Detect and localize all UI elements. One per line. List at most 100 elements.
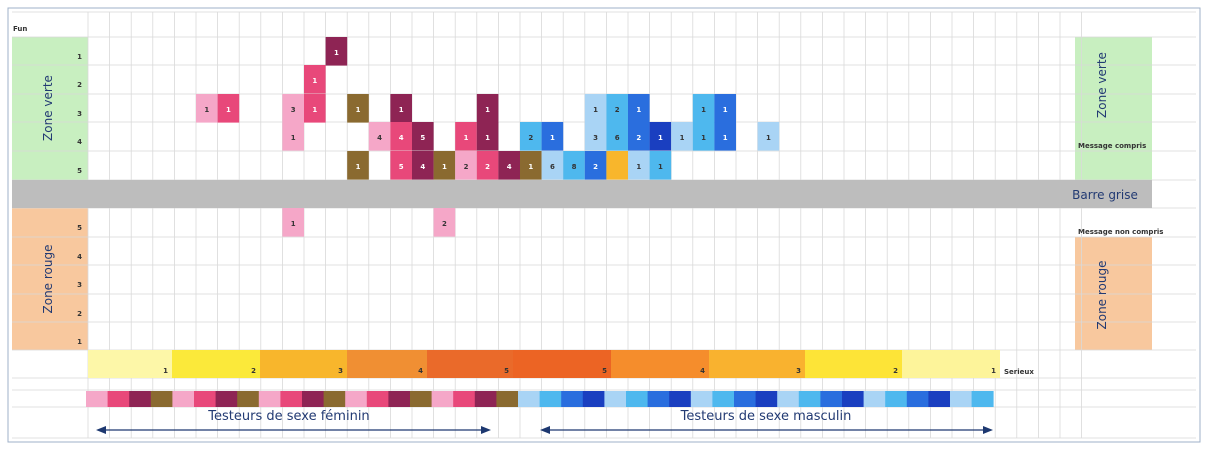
data-cell-label: 1 (593, 106, 598, 114)
scale-band (709, 350, 805, 378)
scale-band (805, 350, 902, 378)
row-tick-label: 2 (77, 81, 82, 89)
tester-swatch (194, 391, 216, 407)
data-cell (412, 122, 434, 151)
tester-swatch (777, 391, 800, 407)
row-tick-label: 3 (77, 110, 82, 118)
data-cell-label: 1 (723, 134, 728, 142)
data-cell-label: 4 (377, 134, 382, 142)
data-cell (692, 122, 715, 151)
data-cell (671, 122, 693, 151)
row-tick-label: 5 (77, 224, 82, 232)
tester-swatch (431, 391, 454, 407)
data-cell (649, 151, 672, 180)
tester-swatch (971, 391, 994, 407)
data-cell-label: 1 (723, 106, 728, 114)
data-cell (563, 151, 585, 180)
tester-swatch (712, 391, 735, 407)
gray-bar-label: Barre grise (1072, 188, 1138, 202)
data-cell (368, 122, 391, 151)
data-cell-label: 1 (464, 134, 469, 142)
tester-swatch (474, 391, 497, 407)
data-cell (455, 151, 477, 180)
row-tick-label: 4 (77, 253, 82, 261)
data-cell-label: 2 (636, 134, 641, 142)
scale-tick-label: 4 (700, 367, 705, 375)
tester-swatch (280, 391, 303, 407)
tester-swatch (107, 391, 130, 407)
data-cell-label: 4 (399, 134, 404, 142)
tester-swatch (582, 391, 605, 407)
data-cell (520, 122, 542, 151)
data-cell-label: 1 (550, 134, 555, 142)
data-cell-label: 1 (356, 163, 361, 171)
right-red-zone (1075, 237, 1152, 350)
tester-swatch (345, 391, 368, 407)
data-cell (282, 208, 304, 237)
tester-swatch (647, 391, 670, 407)
data-cell (714, 122, 736, 151)
scale-band (347, 350, 427, 378)
data-cell (433, 151, 456, 180)
data-cell (649, 122, 672, 151)
tester-swatch (410, 391, 432, 407)
data-cell (325, 37, 348, 66)
data-cell (476, 122, 499, 151)
data-cell (541, 122, 564, 151)
data-cell-label: 5 (399, 163, 404, 171)
tester-swatch (626, 391, 648, 407)
data-cell-label: 1 (636, 163, 641, 171)
row-tick-label: 5 (77, 167, 82, 175)
tester-swatch (302, 391, 324, 407)
data-cells: 1 1 1 1 3 1 1 1 1 1 2 1 1 1 1 4 4 5 1 1 2 1 3 6 2 1 1 1 1 1 1 5 4 1 2 2 4 1 6 8… (196, 37, 780, 237)
row-tick-label: 1 (77, 53, 82, 61)
data-cell (498, 151, 520, 180)
scale-tick-label: 2 (251, 367, 256, 375)
row-tick-label: 1 (77, 338, 82, 346)
data-cell-label: 2 (464, 163, 469, 171)
row-labels: 1 2 3 4 5 5 4 3 2 1 (77, 53, 82, 346)
data-cell-label: 1 (658, 134, 663, 142)
data-cell (606, 151, 628, 180)
row-tick-label: 3 (77, 281, 82, 289)
data-cell-label: 1 (766, 134, 771, 142)
data-cell-label: 1 (291, 134, 296, 142)
data-cell-label: 1 (312, 106, 317, 114)
data-cell (628, 94, 650, 123)
tester-swatch (366, 391, 389, 407)
data-cell (282, 122, 304, 151)
data-cell (433, 208, 456, 237)
data-cell (304, 94, 326, 123)
data-cell-label: 1 (636, 106, 641, 114)
tester-color-strip (86, 391, 994, 407)
message-not-understood-label: Message non compris (1078, 228, 1163, 236)
data-cell (217, 94, 240, 123)
data-cell (476, 94, 499, 123)
data-cell (692, 94, 715, 123)
data-cell-label: 1 (701, 134, 706, 142)
tester-swatch (323, 391, 346, 407)
scale-band (902, 350, 1000, 378)
data-cell-label: 2 (442, 220, 447, 228)
message-understood-label: Message compris (1078, 142, 1146, 150)
tester-swatch (129, 391, 152, 407)
left-red-zone-label: Zone rouge (41, 245, 55, 314)
data-cell (757, 122, 780, 151)
data-cell (390, 122, 412, 151)
data-cell-label: 1 (312, 77, 317, 85)
data-cell (476, 151, 499, 180)
data-cell-label: 1 (399, 106, 404, 114)
data-cell-label: 1 (658, 163, 663, 171)
tester-swatch (842, 391, 864, 407)
data-cell (347, 151, 369, 180)
data-cell (304, 65, 326, 94)
tester-swatch (561, 391, 584, 407)
data-cell-label: 2 (528, 134, 533, 142)
scale-tick-label: 3 (338, 367, 343, 375)
left-red-zone (12, 208, 88, 350)
tester-swatch (518, 391, 540, 407)
scale-tick-label: 4 (418, 367, 423, 375)
data-cell-label: 1 (485, 106, 490, 114)
